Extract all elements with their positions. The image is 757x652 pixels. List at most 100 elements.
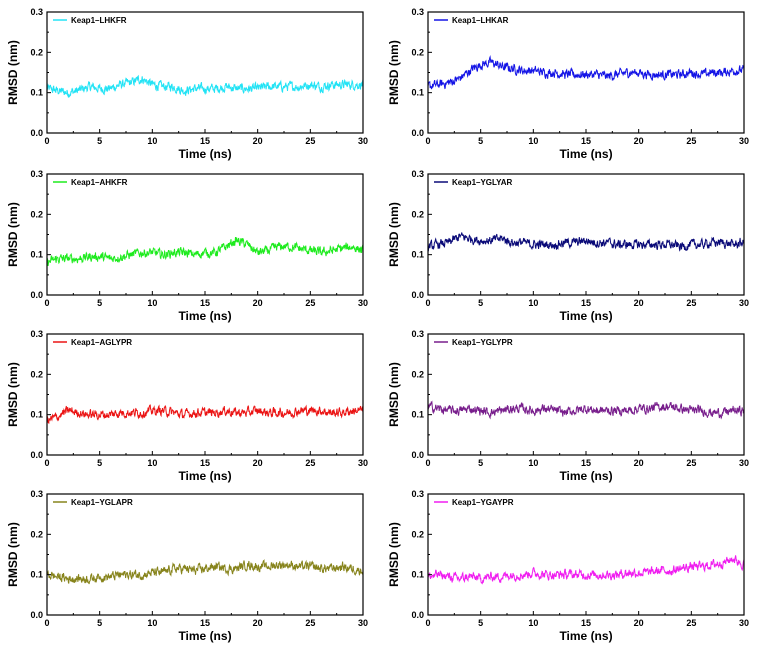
y-tick-label: 0.1 bbox=[30, 88, 43, 98]
x-tick-label: 20 bbox=[634, 618, 644, 628]
x-tick-label: 20 bbox=[253, 136, 263, 146]
legend-label: Keap1–YGLYAR bbox=[452, 178, 513, 187]
y-axis-label: RMSD (nm) bbox=[6, 522, 20, 587]
x-tick-label: 30 bbox=[739, 298, 749, 308]
x-tick-label: 25 bbox=[686, 136, 696, 146]
y-tick-label: 0.2 bbox=[30, 529, 43, 539]
x-tick-label: 5 bbox=[478, 618, 483, 628]
y-tick-label: 0.0 bbox=[411, 610, 424, 620]
series-line bbox=[46, 558, 364, 585]
y-axis-label: RMSD (nm) bbox=[6, 202, 20, 267]
x-tick-label: 10 bbox=[528, 458, 538, 468]
series-line bbox=[427, 400, 745, 420]
x-axis-label: Time (ns) bbox=[559, 629, 612, 643]
y-tick-label: 0.3 bbox=[411, 169, 424, 179]
series-line bbox=[46, 236, 364, 266]
x-tick-label: 30 bbox=[358, 136, 368, 146]
legend-label: Keap1–AHKFR bbox=[71, 178, 128, 187]
y-tick-label: 0.2 bbox=[30, 209, 43, 219]
y-tick-label: 0.2 bbox=[30, 47, 43, 57]
y-tick-label: 0.2 bbox=[411, 47, 424, 57]
chart-panel-7: 0 5 10 15 20 25 30 0.0 0.1 0.2 0.3 Time (ns) RMSD (n… bbox=[6, 489, 368, 643]
x-tick-label: 30 bbox=[358, 618, 368, 628]
x-tick-label: 0 bbox=[425, 136, 430, 146]
plot-frame bbox=[46, 11, 364, 134]
plot-frame bbox=[427, 333, 745, 456]
x-tick-label: 20 bbox=[634, 458, 644, 468]
legend-label: Keap1–YGLAPR bbox=[71, 498, 133, 507]
x-tick-label: 0 bbox=[44, 136, 49, 146]
x-tick-label: 15 bbox=[581, 298, 591, 308]
x-tick-label: 20 bbox=[253, 298, 263, 308]
y-axis-label: RMSD (nm) bbox=[387, 202, 401, 267]
x-axis-label: Time (ns) bbox=[178, 147, 231, 161]
x-tick-label: 15 bbox=[200, 618, 210, 628]
plot-frame bbox=[46, 173, 364, 296]
chart-panel-4: 0 5 10 15 20 25 30 0.0 0.1 0.2 0.3 Time (ns) RMSD (n… bbox=[387, 169, 749, 323]
x-tick-label: 5 bbox=[478, 136, 483, 146]
x-tick-label: 30 bbox=[739, 618, 749, 628]
legend-label: Keap1–LHKFR bbox=[71, 16, 127, 25]
y-tick-label: 0.2 bbox=[411, 209, 424, 219]
x-tick-label: 5 bbox=[97, 618, 102, 628]
x-axis-label: Time (ns) bbox=[178, 469, 231, 483]
x-tick-label: 0 bbox=[44, 618, 49, 628]
y-tick-label: 0.1 bbox=[30, 410, 43, 420]
x-tick-label: 10 bbox=[147, 618, 157, 628]
y-tick-label: 0.0 bbox=[30, 450, 43, 460]
x-tick-label: 15 bbox=[200, 298, 210, 308]
x-axis-label: Time (ns) bbox=[559, 309, 612, 323]
y-tick-label: 0.0 bbox=[411, 290, 424, 300]
y-axis-label: RMSD (nm) bbox=[6, 362, 20, 427]
y-tick-label: 0.0 bbox=[411, 128, 424, 138]
x-tick-label: 20 bbox=[634, 298, 644, 308]
y-axis-label: RMSD (nm) bbox=[387, 362, 401, 427]
y-tick-label: 0.2 bbox=[30, 369, 43, 379]
chart-panel-1: 0 5 10 15 20 25 30 0.0 0.1 0.2 0.3 Time (ns) RMSD (n… bbox=[6, 7, 368, 161]
x-tick-label: 15 bbox=[581, 618, 591, 628]
chart-panel-5: 0 5 10 15 20 25 30 0.0 0.1 0.2 0.3 Time (ns) RMSD (n… bbox=[6, 329, 368, 483]
y-axis-label: RMSD (nm) bbox=[387, 40, 401, 105]
chart-panel-6: 0 5 10 15 20 25 30 0.0 0.1 0.2 0.3 Time (ns) RMSD (n… bbox=[387, 329, 749, 483]
x-tick-label: 25 bbox=[305, 618, 315, 628]
x-tick-label: 30 bbox=[739, 136, 749, 146]
chart-panel-3: 0 5 10 15 20 25 30 0.0 0.1 0.2 0.3 Time (ns) RMSD (n… bbox=[6, 169, 368, 323]
x-tick-label: 10 bbox=[528, 298, 538, 308]
x-axis-label: Time (ns) bbox=[559, 469, 612, 483]
series-line bbox=[427, 232, 745, 252]
y-tick-label: 0.3 bbox=[30, 489, 43, 499]
x-tick-label: 0 bbox=[425, 298, 430, 308]
x-axis-label: Time (ns) bbox=[559, 147, 612, 161]
x-tick-label: 0 bbox=[425, 618, 430, 628]
x-tick-label: 5 bbox=[97, 458, 102, 468]
x-tick-label: 15 bbox=[200, 458, 210, 468]
y-tick-label: 0.3 bbox=[411, 7, 424, 17]
x-tick-label: 30 bbox=[739, 458, 749, 468]
y-tick-label: 0.2 bbox=[411, 529, 424, 539]
x-tick-label: 0 bbox=[44, 298, 49, 308]
x-tick-label: 10 bbox=[147, 458, 157, 468]
x-tick-label: 15 bbox=[581, 458, 591, 468]
y-tick-label: 0.0 bbox=[30, 610, 43, 620]
x-tick-label: 25 bbox=[305, 136, 315, 146]
chart-panel-8: 0 5 10 15 20 25 30 0.0 0.1 0.2 0.3 Time (ns) RMSD (n… bbox=[387, 489, 749, 643]
y-tick-label: 0.3 bbox=[30, 7, 43, 17]
x-tick-label: 0 bbox=[44, 458, 49, 468]
y-tick-label: 0.0 bbox=[411, 450, 424, 460]
plot-frame bbox=[427, 173, 745, 296]
x-tick-label: 15 bbox=[200, 136, 210, 146]
y-axis-label: RMSD (nm) bbox=[387, 522, 401, 587]
x-tick-label: 0 bbox=[425, 458, 430, 468]
x-tick-label: 5 bbox=[97, 298, 102, 308]
x-tick-label: 25 bbox=[686, 298, 696, 308]
x-tick-label: 10 bbox=[528, 618, 538, 628]
y-tick-label: 0.1 bbox=[411, 410, 424, 420]
x-tick-label: 10 bbox=[147, 136, 157, 146]
x-tick-label: 25 bbox=[686, 618, 696, 628]
x-tick-label: 20 bbox=[253, 458, 263, 468]
y-tick-label: 0.1 bbox=[30, 250, 43, 260]
x-tick-label: 15 bbox=[581, 136, 591, 146]
plot-frame bbox=[427, 493, 745, 616]
series-line bbox=[46, 74, 364, 99]
